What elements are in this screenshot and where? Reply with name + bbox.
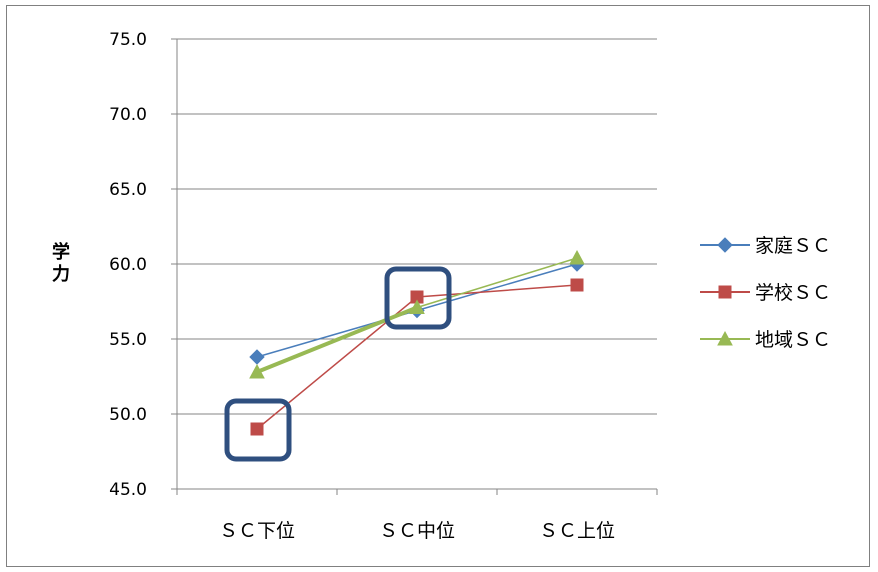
y-tick-label: 60.0 <box>109 255 147 275</box>
y-tick-label: 55.0 <box>109 330 147 350</box>
data-point <box>249 349 265 365</box>
legend-marker <box>717 237 733 253</box>
data-point <box>569 249 585 265</box>
y-tick-label: 65.0 <box>109 180 147 200</box>
legend-item: 学校ＳＣ <box>700 282 831 304</box>
x-tick-label: ＳＣ中位 <box>379 520 455 542</box>
legend-label: 地域ＳＣ <box>755 329 831 351</box>
axes: 45.0 50.0 55.0 60.0 65.0 70.0 75.0 ＳＣ下位 ＳＣ中位 ＳＣ上位 <box>109 30 658 542</box>
x-tick-label: ＳＣ下位 <box>219 520 295 542</box>
y-tick-label: 75.0 <box>109 30 147 50</box>
y-tick-label: 45.0 <box>109 480 147 500</box>
legend: 家庭ＳＣ 学校ＳＣ 地域ＳＣ <box>700 235 831 351</box>
y-tick-label: 70.0 <box>109 105 147 125</box>
y-tick-label: 50.0 <box>109 405 147 425</box>
legend-marker <box>717 330 733 346</box>
legend-item: 地域ＳＣ <box>700 329 831 351</box>
highlight-box <box>224 398 292 462</box>
legend-label: 家庭ＳＣ <box>755 235 831 257</box>
data-point <box>570 278 584 292</box>
legend-marker <box>718 285 732 299</box>
data-point <box>250 422 264 436</box>
y-axis-title: 学力 <box>52 241 70 285</box>
series-2 <box>250 278 584 436</box>
series-line-emphasis <box>256 305 418 374</box>
legend-item: 家庭ＳＣ <box>700 235 831 257</box>
x-tick-label: ＳＣ上位 <box>539 520 615 542</box>
highlight-boxes <box>224 266 452 462</box>
gridlines <box>177 38 657 415</box>
legend-label: 学校ＳＣ <box>755 282 831 304</box>
highlight-box <box>384 266 452 330</box>
series-layer <box>249 249 585 436</box>
